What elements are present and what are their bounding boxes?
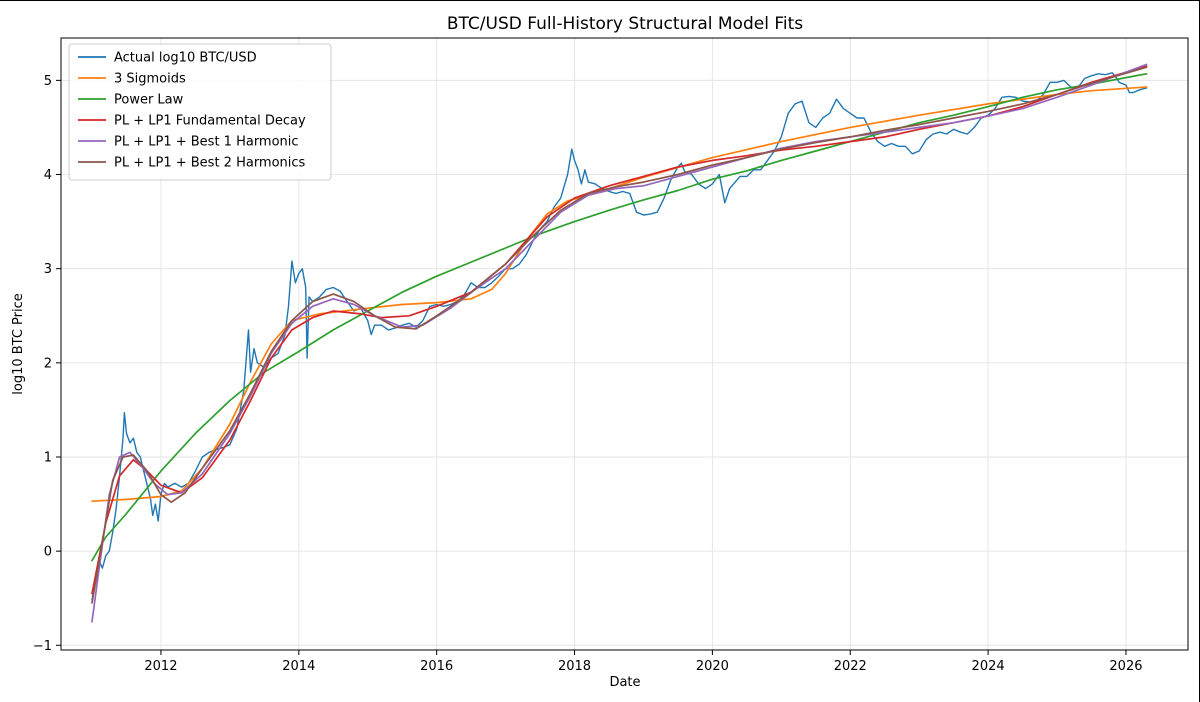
legend-label: 3 Sigmoids [114,72,186,87]
y-tick-label: 5 [44,74,52,89]
x-axis: 2012 2014 2016 2018 2020 2022 2024 2026 [144,650,1143,674]
x-tick-label: 2026 [1109,659,1142,674]
legend-label: Power Law [114,93,184,108]
y-tick-label: −1 [33,639,52,654]
legend-label: Actual log10 BTC/USD [114,51,257,66]
x-tick-label: 2012 [144,659,177,674]
y-tick-label: 4 [44,168,52,183]
x-tick-label: 2018 [558,659,591,674]
y-axis: −1 0 1 2 3 4 5 [33,74,61,654]
legend-label: PL + LP1 + Best 1 Harmonic [114,135,299,150]
series-line-6 [91,66,1148,604]
x-tick-label: 2020 [696,659,729,674]
x-tick-label: 2016 [420,659,453,674]
y-tick-label: 3 [44,262,52,277]
series-line-3 [91,72,1148,562]
x-tick-label: 2014 [282,659,315,674]
x-axis-label: Date [609,675,640,690]
legend-label: PL + LP1 + Best 2 Harmonics [114,156,306,171]
y-tick-label: 1 [44,450,52,465]
x-tick-label: 2024 [972,659,1005,674]
legend-box [68,43,332,181]
legend-label: PL + LP1 Fundamental Decay [114,114,306,129]
legend: Actual log10 BTC/USD 3 Sigmoids Power Law P… [68,43,332,181]
y-tick-label: 2 [44,356,52,371]
series-lines [91,63,1148,623]
x-tick-label: 2022 [834,659,867,674]
plot-area-border [60,37,1189,651]
series-line-2 [91,86,1148,503]
chart-title: BTC/USD Full-History Structural Model Fi… [447,14,803,34]
y-axis-label: log10 BTC Price [11,293,26,395]
y-tick-label: 0 [44,545,52,560]
series-line-1 [91,72,1148,601]
